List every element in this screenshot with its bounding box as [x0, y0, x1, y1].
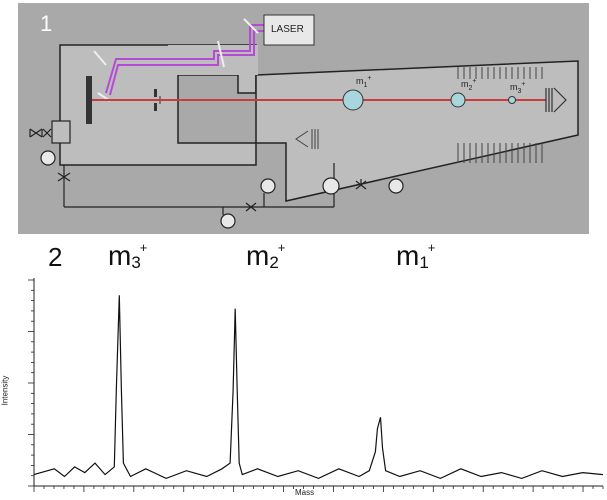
- mass-spectrum-chart: [28, 278, 604, 492]
- laser-box: [263, 14, 315, 46]
- reflectron-detector: [295, 129, 319, 149]
- x-ticks: [33, 486, 604, 492]
- ion-m1: [342, 89, 364, 111]
- sample-plate: [86, 76, 92, 124]
- ion-m3: [508, 96, 516, 104]
- reflectron-bottom-grids: [457, 143, 543, 163]
- y-ticks: [28, 279, 34, 487]
- ion-label-m2: m2+: [461, 78, 477, 92]
- peak-label-m1: m1+: [396, 240, 436, 272]
- vacuum-lines: [29, 120, 367, 215]
- spectrum-line: [33, 295, 604, 480]
- mass-spectrum-panel: 2 Mass Intensity: [0, 236, 607, 500]
- chart-axes: [33, 278, 603, 487]
- y-axis-label: Intensity: [0, 375, 10, 406]
- panel-number-2: 2: [48, 242, 63, 272]
- instrument-schematic: [29, 14, 579, 229]
- ion-m2: [450, 92, 466, 108]
- detector: [545, 87, 567, 113]
- flight-tube: [255, 60, 579, 202]
- reflectron-top-grids: [457, 67, 543, 79]
- x-axis-label: Mass: [295, 488, 315, 497]
- laser-label: LASER: [271, 24, 304, 35]
- panel-number-1: 1: [40, 11, 53, 36]
- ion-label-m3: m3+: [510, 81, 526, 95]
- instrument-diagram-panel: 1 LASER m1+ m2+ m3+: [18, 3, 589, 234]
- peak-label-m3: m3+: [108, 240, 148, 272]
- peak-label-m2: m2+: [246, 240, 286, 272]
- vacuum-gauges: [40, 150, 404, 229]
- ion-label-m1: m1+: [356, 75, 372, 89]
